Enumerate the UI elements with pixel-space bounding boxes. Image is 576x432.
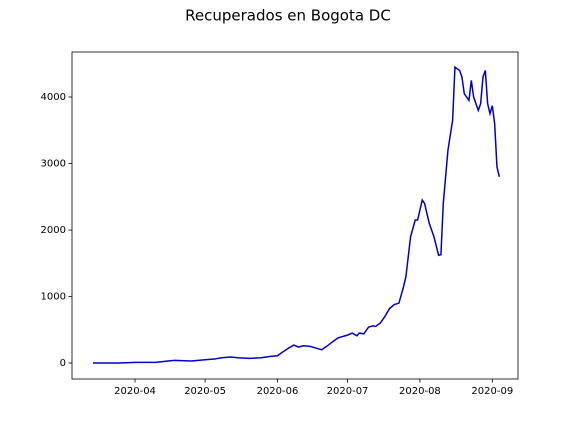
y-tick-label: 0: [60, 358, 66, 369]
y-tick-label: 2000: [41, 225, 66, 236]
x-tick-label: 2020-06: [257, 386, 299, 397]
x-tick-label: 2020-07: [327, 386, 369, 397]
x-tick-label: 2020-09: [471, 386, 513, 397]
chart-title: Recuperados en Bogota DC: [185, 7, 391, 25]
plot-frame: [71, 51, 519, 380]
y-tick-label: 1000: [41, 292, 66, 303]
x-tick-label: 2020-04: [114, 386, 156, 397]
x-tick-label: 2020-05: [184, 386, 226, 397]
y-tick-label: 4000: [41, 92, 66, 103]
line-series: [93, 65, 501, 364]
x-tick-label: 2020-08: [399, 386, 441, 397]
y-tick-label: 3000: [41, 159, 66, 170]
